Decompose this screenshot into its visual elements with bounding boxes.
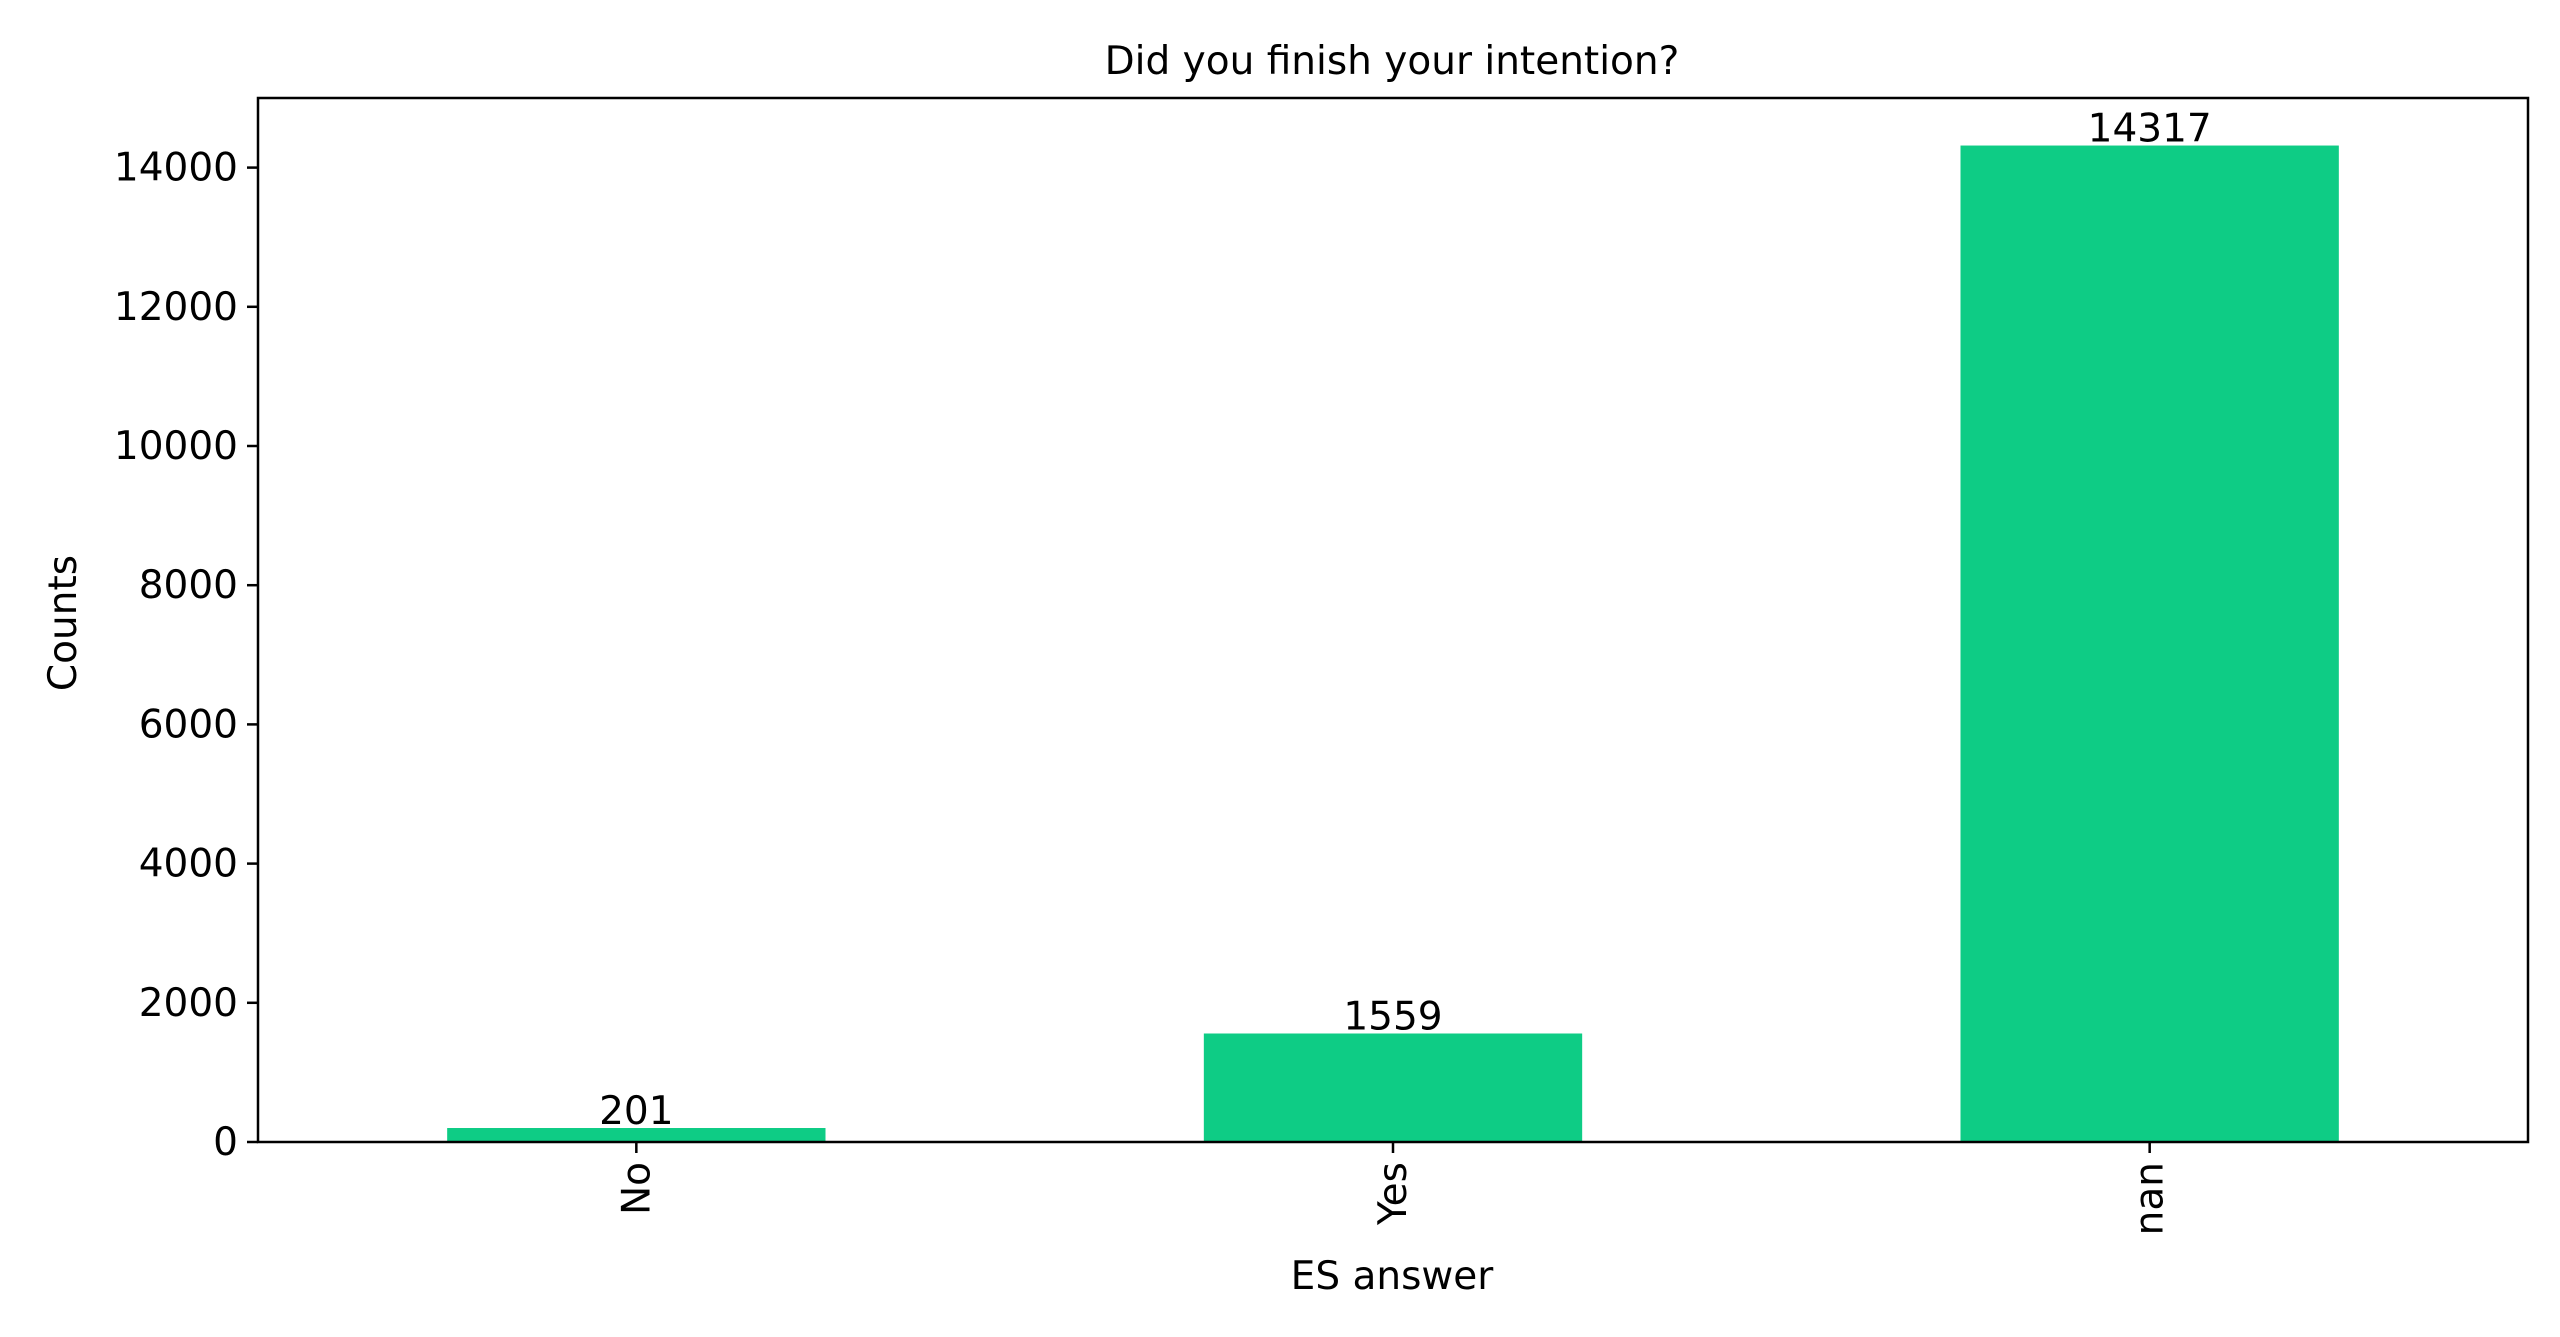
data-label: 1559 bbox=[1343, 994, 1442, 1039]
chart-title: Did you finish your intention? bbox=[1105, 39, 1680, 84]
bar-yes bbox=[1203, 1033, 1583, 1142]
x-axis: No Yes nan bbox=[614, 1142, 2173, 1235]
plot-frame bbox=[256, 96, 2530, 1144]
bar-no bbox=[447, 1128, 826, 1142]
plot-area: 201 1559 14317 bbox=[447, 107, 2339, 1142]
y-tick-label: 10000 bbox=[114, 424, 238, 469]
bar-nan bbox=[1960, 145, 2339, 1142]
x-tick-label: No bbox=[614, 1162, 659, 1215]
y-tick-label: 14000 bbox=[114, 146, 238, 191]
y-tick-label: 8000 bbox=[139, 563, 238, 608]
data-label: 14317 bbox=[2088, 107, 2212, 152]
data-label: 201 bbox=[599, 1089, 673, 1134]
y-tick-label: 4000 bbox=[139, 842, 238, 887]
y-tick-label: 0 bbox=[213, 1120, 238, 1165]
y-axis-label: Counts bbox=[41, 555, 86, 691]
y-tick-label: 6000 bbox=[139, 702, 238, 747]
y-axis: 0 2000 4000 6000 8000 10000 12000 14000 bbox=[114, 146, 258, 1165]
x-tick-label: Yes bbox=[1371, 1162, 1416, 1226]
y-tick-label: 12000 bbox=[114, 285, 238, 330]
x-tick-label: nan bbox=[2128, 1162, 2173, 1235]
y-tick-label: 2000 bbox=[139, 981, 238, 1026]
x-axis-label: ES answer bbox=[1291, 1254, 1495, 1299]
